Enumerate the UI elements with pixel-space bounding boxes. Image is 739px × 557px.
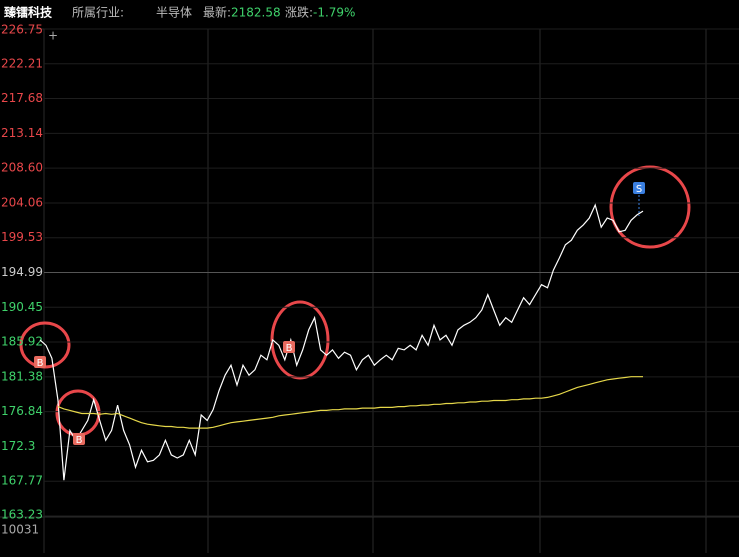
y-tick-label: 172.3 <box>1 439 35 453</box>
y-tick-label: 204.06 <box>1 195 43 209</box>
change-label: 涨跌: <box>285 5 313 20</box>
frame <box>0 28 739 553</box>
industry: 半导体 <box>156 6 192 20</box>
price-line <box>39 203 644 481</box>
highlight-circles <box>19 165 691 437</box>
volume-label: 10031 <box>1 523 39 537</box>
trade-marker-bg <box>34 356 46 368</box>
latest: 2182.58 <box>231 6 281 20</box>
y-tick-label: 217.68 <box>1 91 43 105</box>
price-line <box>57 376 643 429</box>
y-tick-label: 208.60 <box>1 161 43 175</box>
y-tick-label: 222.21 <box>1 56 43 70</box>
y-tick-label: 226.75 <box>1 23 43 37</box>
y-tick-label: 190.45 <box>1 300 43 314</box>
trade-marker-bg <box>633 182 645 194</box>
y-tick-label: 199.53 <box>1 230 43 244</box>
trade-marker-bg <box>73 433 85 445</box>
trade-marker: B <box>76 435 83 446</box>
y-tick-label: 167.77 <box>1 474 43 488</box>
trade-marker: B <box>37 358 44 369</box>
trade-marker-bg <box>283 341 295 353</box>
y-tick-label: 185.92 <box>1 335 43 349</box>
y-tick-label: 213.14 <box>1 126 43 140</box>
crosshair-icon: + <box>48 29 58 43</box>
latest-label: 最新: <box>203 5 231 20</box>
y-tick-label: 176.84 <box>1 404 43 418</box>
trade-marker: B <box>286 343 293 354</box>
industry-label: 所属行业: <box>72 6 124 20</box>
y-tick-label: 194.99 <box>1 265 43 279</box>
y-tick-label: 181.38 <box>1 369 43 383</box>
trade-marker: S <box>636 184 642 195</box>
y-tick-label: 163.23 <box>1 508 43 522</box>
stock-name: 臻镭科技 <box>4 5 53 20</box>
change: -1.79% <box>313 6 355 20</box>
